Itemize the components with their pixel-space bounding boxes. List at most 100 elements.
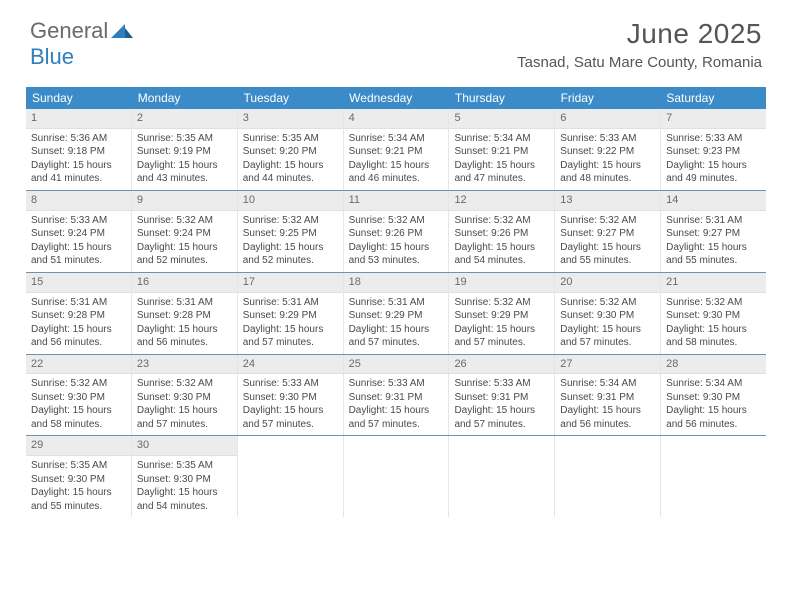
day-number: 18 [344,273,449,293]
day-number: 27 [555,355,660,375]
daylight-line: Daylight: 15 hours and 54 minutes. [454,241,549,268]
sunset-line: Sunset: 9:29 PM [243,309,338,323]
day-number: 26 [449,355,554,375]
day-number: 1 [26,109,131,129]
sunrise-line: Sunrise: 5:36 AM [31,132,126,146]
sunrise-line: Sunrise: 5:32 AM [666,296,761,310]
sunrise-line: Sunrise: 5:31 AM [666,214,761,228]
sunrise-line: Sunrise: 5:31 AM [349,296,444,310]
day-body: Sunrise: 5:33 AMSunset: 9:24 PMDaylight:… [26,211,131,272]
calendar-week: 1Sunrise: 5:36 AMSunset: 9:18 PMDaylight… [26,109,766,190]
daylight-line: Daylight: 15 hours and 51 minutes. [31,241,126,268]
logo: General [30,18,133,44]
daylight-line: Daylight: 15 hours and 58 minutes. [666,323,761,350]
day-number: 13 [555,191,660,211]
daylight-line: Daylight: 15 hours and 52 minutes. [243,241,338,268]
calendar-cell [344,436,450,517]
day-body: Sunrise: 5:32 AMSunset: 9:24 PMDaylight:… [132,211,237,272]
month-title: June 2025 [517,18,762,50]
daylight-line: Daylight: 15 hours and 56 minutes. [31,323,126,350]
day-body: Sunrise: 5:33 AMSunset: 9:31 PMDaylight:… [344,374,449,435]
sunrise-line: Sunrise: 5:34 AM [560,377,655,391]
sunrise-line: Sunrise: 5:35 AM [31,459,126,473]
sunrise-line: Sunrise: 5:32 AM [243,214,338,228]
logo-blue-text: Blue [30,44,74,70]
day-number: 3 [238,109,343,129]
daylight-line: Daylight: 15 hours and 56 minutes. [137,323,232,350]
calendar-cell: 13Sunrise: 5:32 AMSunset: 9:27 PMDayligh… [555,191,661,272]
sunset-line: Sunset: 9:30 PM [666,309,761,323]
daylight-line: Daylight: 15 hours and 57 minutes. [137,404,232,431]
calendar-cell: 19Sunrise: 5:32 AMSunset: 9:29 PMDayligh… [449,273,555,354]
calendar-cell: 21 Sunrise: 5:32 AMSunset: 9:30 PMDayligh… [661,273,766,354]
weekday-header: Tuesday [237,87,343,109]
calendar-cell: 6Sunrise: 5:33 AMSunset: 9:22 PMDaylight… [555,109,661,190]
daylight-line: Daylight: 15 hours and 41 minutes. [31,159,126,186]
weekday-header: Friday [555,87,661,109]
calendar-cell: 12Sunrise: 5:32 AMSunset: 9:26 PMDayligh… [449,191,555,272]
calendar-cell: 20Sunrise: 5:32 AMSunset: 9:30 PMDayligh… [555,273,661,354]
daylight-line: Daylight: 15 hours and 54 minutes. [137,486,232,513]
day-body: Sunrise: 5:33 AMSunset: 9:22 PMDaylight:… [555,129,660,190]
daylight-line: Daylight: 15 hours and 52 minutes. [137,241,232,268]
day-body: Sunrise: 5:31 AMSunset: 9:28 PMDaylight:… [26,293,131,354]
sunrise-line: Sunrise: 5:34 AM [349,132,444,146]
calendar-cell [238,436,344,517]
sunset-line: Sunset: 9:31 PM [454,391,549,405]
calendar: SundayMondayTuesdayWednesdayThursdayFrid… [26,87,766,517]
calendar-week: 22Sunrise: 5:32 AMSunset: 9:30 PMDayligh… [26,354,766,436]
weekday-header: Wednesday [343,87,449,109]
sunset-line: Sunset: 9:23 PM [666,145,761,159]
day-number: 30 [132,436,237,456]
sunset-line: Sunset: 9:27 PM [666,227,761,241]
day-number: 11 [344,191,449,211]
location-text: Tasnad, Satu Mare County, Romania [517,54,762,71]
sunrise-line: Sunrise: 5:32 AM [454,214,549,228]
logo-triangle-icon [111,18,133,44]
day-body: Sunrise: 5:31 AMSunset: 9:29 PMDaylight:… [238,293,343,354]
sunset-line: Sunset: 9:27 PM [560,227,655,241]
daylight-line: Daylight: 15 hours and 57 minutes. [349,323,444,350]
calendar-week: 29Sunrise: 5:35 AMSunset: 9:30 PMDayligh… [26,435,766,517]
day-body: Sunrise: 5:32 AMSunset: 9:26 PMDaylight:… [344,211,449,272]
calendar-cell: 1 Sunrise: 5:36 AMSunset: 9:18 PMDaylight… [26,109,132,190]
day-body: Sunrise: 5:33 AMSunset: 9:31 PMDaylight:… [449,374,554,435]
calendar-cell: 30Sunrise: 5:35 AMSunset: 9:30 PMDayligh… [132,436,238,517]
calendar-cell: 26Sunrise: 5:33 AMSunset: 9:31 PMDayligh… [449,355,555,436]
day-body: Sunrise: 5:34 AMSunset: 9:31 PMDaylight:… [555,374,660,435]
sunset-line: Sunset: 9:18 PM [31,145,126,159]
sunrise-line: Sunrise: 5:33 AM [243,377,338,391]
day-number: 15 [26,273,131,293]
calendar-cell: 18Sunrise: 5:31 AMSunset: 9:29 PMDayligh… [344,273,450,354]
sunrise-line: Sunrise: 5:34 AM [666,377,761,391]
day-body: Sunrise: 5:32 AMSunset: 9:29 PMDaylight:… [449,293,554,354]
sunrise-line: Sunrise: 5:31 AM [31,296,126,310]
calendar-week: 8Sunrise: 5:33 AMSunset: 9:24 PMDaylight… [26,190,766,272]
daylight-line: Daylight: 15 hours and 47 minutes. [454,159,549,186]
day-body: Sunrise: 5:35 AMSunset: 9:30 PMDaylight:… [132,456,237,517]
day-number: 21 [661,273,766,293]
day-number: 2 [132,109,237,129]
sunset-line: Sunset: 9:29 PM [454,309,549,323]
daylight-line: Daylight: 15 hours and 55 minutes. [560,241,655,268]
calendar-cell: 27Sunrise: 5:34 AMSunset: 9:31 PMDayligh… [555,355,661,436]
day-number: 24 [238,355,343,375]
daylight-line: Daylight: 15 hours and 57 minutes. [349,404,444,431]
calendar-cell: 15Sunrise: 5:31 AMSunset: 9:28 PMDayligh… [26,273,132,354]
day-number: 6 [555,109,660,129]
day-number: 25 [344,355,449,375]
daylight-line: Daylight: 15 hours and 57 minutes. [454,404,549,431]
sunrise-line: Sunrise: 5:33 AM [349,377,444,391]
day-body: Sunrise: 5:35 AMSunset: 9:20 PMDaylight:… [238,129,343,190]
sunrise-line: Sunrise: 5:32 AM [137,214,232,228]
day-body: Sunrise: 5:34 AMSunset: 9:30 PMDaylight:… [661,374,766,435]
sunset-line: Sunset: 9:24 PM [31,227,126,241]
sunset-line: Sunset: 9:30 PM [31,391,126,405]
sunset-line: Sunset: 9:30 PM [243,391,338,405]
calendar-cell: 24Sunrise: 5:33 AMSunset: 9:30 PMDayligh… [238,355,344,436]
day-number: 23 [132,355,237,375]
calendar-cell: 10Sunrise: 5:32 AMSunset: 9:25 PMDayligh… [238,191,344,272]
daylight-line: Daylight: 15 hours and 48 minutes. [560,159,655,186]
day-number: 16 [132,273,237,293]
sunset-line: Sunset: 9:24 PM [137,227,232,241]
